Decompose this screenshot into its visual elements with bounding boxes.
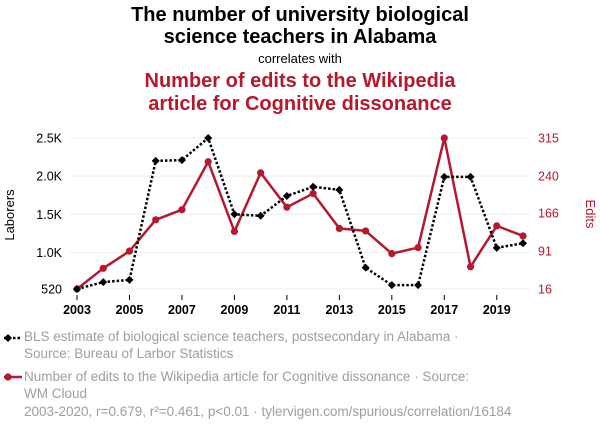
left-axis-label: Laborers <box>2 189 17 241</box>
left-tick-label: 1.5K <box>36 208 62 222</box>
correlates-label: correlates with <box>258 51 342 66</box>
x-tick-label: 2005 <box>116 303 144 317</box>
teachers-point <box>492 243 501 252</box>
edits-point <box>204 158 212 166</box>
chart-subtitle-line2: article for Cognitive dissonance <box>148 93 452 115</box>
left-tick-label: 520 <box>41 283 62 297</box>
chart-subtitle-line1: Number of edits to the Wikipedia <box>144 70 456 92</box>
edits-point <box>230 227 239 236</box>
left-tick-label: 2.0K <box>36 170 62 184</box>
teachers-point <box>440 172 449 181</box>
edits-point <box>99 264 107 272</box>
left-tick-label: 1.0K <box>36 246 62 260</box>
right-tick-label: 315 <box>538 132 559 146</box>
x-tick-label: 2015 <box>378 303 406 317</box>
left-axis-ticks: 520 1.0K 1.5K 2.0K 2.5K <box>36 132 62 297</box>
teachers-point <box>282 191 291 200</box>
right-tick-label: 240 <box>538 169 559 183</box>
edits-point <box>493 222 501 230</box>
teachers-point <box>335 185 344 194</box>
legend-item-edits: Number of edits to the Wikipedia article… <box>24 368 544 402</box>
x-tick-label: 2017 <box>430 303 458 317</box>
edits-point <box>335 224 343 232</box>
legend-edits-swatch-marker <box>4 373 12 381</box>
teachers-point <box>125 275 134 284</box>
x-tick-label: 2009 <box>221 303 249 317</box>
series-teachers <box>73 134 527 293</box>
edits-point <box>283 203 291 211</box>
right-tick-label: 91 <box>538 245 552 259</box>
edits-point <box>466 263 475 271</box>
teachers-line <box>76 136 524 291</box>
x-tick-label: 2003 <box>63 303 91 317</box>
legend-item-teachers: BLS estimate of biological science teach… <box>24 328 544 362</box>
series-edits <box>73 134 527 293</box>
edits-point <box>152 216 160 224</box>
teachers-point <box>414 281 423 290</box>
left-tick-label: 2.5K <box>36 132 62 146</box>
right-tick-label: 16 <box>538 283 552 297</box>
legend-teachers-swatch-marker <box>4 334 12 342</box>
teachers-point <box>361 263 370 272</box>
x-tick-label: 2013 <box>325 303 353 317</box>
legend-item-teachers-line1: BLS estimate of biological science teach… <box>24 329 459 344</box>
right-tick-label: 166 <box>538 207 559 221</box>
teachers-point <box>177 156 186 165</box>
teachers-point <box>73 285 81 293</box>
teachers-point <box>309 182 318 191</box>
legend-item-teachers-line2: Source: Bureau of Larbor Statistics <box>24 346 234 361</box>
teachers-point <box>466 172 475 181</box>
legend-item-edits-line2: WM Cloud <box>24 386 88 401</box>
edits-point <box>361 227 370 235</box>
teachers-point <box>387 281 396 290</box>
teachers-point <box>151 156 160 165</box>
x-axis-ticks: 2003 2005 2007 2009 2011 2013 2015 2017 2019 <box>63 295 511 317</box>
chart-title-line1: The number of university biological <box>131 4 469 26</box>
teachers-point <box>99 278 108 287</box>
legend-item-edits-line1: Number of edits to the Wikipedia article… <box>24 369 469 384</box>
edits-point <box>388 250 396 258</box>
right-axis-ticks: 16 91 166 240 315 <box>538 132 559 297</box>
edits-point <box>519 232 527 240</box>
edits-point <box>414 243 422 252</box>
teachers-point <box>204 134 213 142</box>
x-tick-label: 2011 <box>273 303 300 317</box>
edits-point <box>440 134 448 142</box>
teachers-point <box>230 210 239 219</box>
edits-point <box>309 189 317 198</box>
teachers-point <box>519 239 527 248</box>
teachers-point <box>256 211 265 220</box>
grid-lines <box>70 137 530 290</box>
right-axis-label: Edits <box>583 200 598 229</box>
footer-stats: 2003-2020, r=0.679, r²=0.461, p<0.01 · t… <box>24 404 512 419</box>
x-tick-label: 2019 <box>483 303 511 317</box>
edits-point <box>178 206 186 214</box>
chart-title-line2: science teachers in Alabama <box>163 26 437 48</box>
legend-swatches <box>4 334 22 381</box>
x-tick-label: 2007 <box>168 303 196 317</box>
edits-point <box>125 247 134 255</box>
edits-point <box>257 169 265 177</box>
edits-line <box>76 136 524 290</box>
